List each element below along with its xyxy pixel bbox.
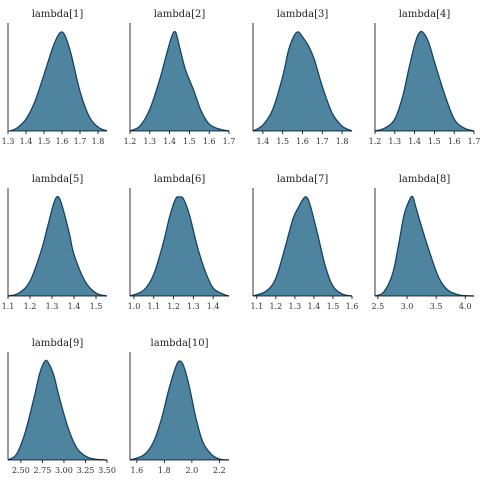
- x-tick-label: 1.1: [2, 302, 15, 311]
- x-tick-label: 1.3: [2, 137, 15, 146]
- density-area: [253, 196, 352, 296]
- density-panel: 2.50 2.75 3.00 3.25 3.50 lambda[9]: [7, 338, 116, 475]
- density-curve: [374, 30, 475, 132]
- x-tick-label: 1.6: [203, 137, 216, 146]
- density-curve: [9, 31, 108, 132]
- panel-title: lambda[5]: [32, 174, 84, 185]
- panel-title: lambda[8]: [399, 174, 451, 185]
- x-tick-label: 1.5: [183, 137, 196, 146]
- x-tick-label: 2.0: [186, 466, 199, 475]
- density-area: [130, 196, 229, 296]
- x-tick-label: 3.0: [401, 302, 414, 311]
- x-tick-label: 1.6: [131, 466, 144, 475]
- x-tick-label: 1.7: [74, 137, 87, 146]
- x-tick-label: 3.5: [430, 302, 443, 311]
- density-area: [130, 360, 229, 460]
- x-tick-label: 1.4: [408, 137, 421, 146]
- x-tick-label: 1.6: [56, 137, 69, 146]
- panel-title: lambda[4]: [399, 9, 451, 20]
- density-panel: 1.6 1.8 2.0 2.2 lambda[10]: [129, 338, 230, 475]
- x-tick-label: 1.5: [276, 137, 289, 146]
- panel-title: lambda[2]: [154, 9, 206, 20]
- density-curve: [7, 195, 108, 297]
- x-tick-label: 1.2: [269, 302, 282, 311]
- density-panel: 2.5 3.0 3.5 4.0 lambda[8]: [372, 174, 475, 311]
- x-tick-label: 3.00: [55, 466, 73, 475]
- panel-title: lambda[9]: [32, 338, 84, 349]
- x-tick-label: 1.5: [38, 137, 51, 146]
- density-area: [9, 31, 107, 132]
- density-area: [375, 196, 474, 296]
- x-tick-label: 1.3: [46, 302, 59, 311]
- density-panel: 1.2 1.3 1.4 1.5 1.6 1.7 lambda[4]: [369, 9, 480, 146]
- x-tick-label: 1.7: [223, 137, 236, 146]
- x-tick-label: 1.7: [468, 137, 480, 146]
- x-tick-label: 2.75: [34, 466, 52, 475]
- density-curve: [129, 196, 230, 297]
- x-tick-label: 1.4: [163, 137, 176, 146]
- x-tick-label: 1.2: [167, 302, 180, 311]
- x-tick-label: 1.5: [90, 302, 103, 311]
- x-tick-label: 1.1: [147, 302, 160, 311]
- x-tick-label: 1.2: [369, 137, 382, 146]
- x-tick-label: 3.50: [98, 466, 116, 475]
- x-tick-label: 1.7: [316, 137, 329, 146]
- panel-title: lambda[1]: [32, 9, 84, 20]
- density-panel: 1.1 1.2 1.3 1.4 1.5 lambda[5]: [2, 174, 108, 311]
- panel-title: lambda[10]: [151, 338, 209, 349]
- density-area: [8, 196, 107, 296]
- x-tick-label: 2.2: [213, 466, 226, 475]
- density-area: [130, 31, 229, 131]
- density-curve: [252, 196, 353, 297]
- x-tick-label: 1.6: [448, 137, 461, 146]
- x-tick-label: 1.1: [250, 302, 263, 311]
- x-tick-label: 1.6: [346, 302, 359, 311]
- x-tick-label: 2.5: [372, 302, 385, 311]
- x-tick-label: 1.5: [428, 137, 441, 146]
- density-curve: [7, 359, 108, 461]
- density-panel: 1.1 1.2 1.3 1.4 1.5 1.6 lambda[7]: [250, 174, 358, 311]
- density-panel: 1.0 1.1 1.2 1.3 1.4 lambda[6]: [128, 174, 230, 311]
- x-tick-label: 1.3: [289, 302, 302, 311]
- panel-title: lambda[3]: [277, 9, 329, 20]
- density-area: [375, 31, 474, 132]
- density-curve: [129, 30, 230, 132]
- x-tick-label: 1.4: [257, 137, 270, 146]
- x-tick-label: 1.4: [207, 302, 220, 311]
- x-tick-label: 1.2: [124, 137, 137, 146]
- panel-title: lambda[6]: [154, 174, 206, 185]
- density-panel: 1.2 1.3 1.4 1.5 1.6 1.7 lambda[2]: [124, 9, 236, 146]
- x-tick-label: 1.3: [143, 137, 156, 146]
- x-tick-label: 1.4: [68, 302, 81, 311]
- density-curve: [374, 195, 475, 297]
- x-tick-label: 4.0: [459, 302, 472, 311]
- x-tick-label: 2.50: [12, 466, 30, 475]
- density-curve: [252, 31, 353, 132]
- panel-title: lambda[7]: [277, 174, 329, 185]
- x-tick-label: 3.25: [77, 466, 95, 475]
- x-tick-label: 1.6: [296, 137, 309, 146]
- x-tick-label: 1.0: [128, 302, 141, 311]
- density-panel: 1.4 1.5 1.6 1.7 1.8 lambda[3]: [252, 9, 353, 146]
- x-tick-label: 1.2: [24, 302, 37, 311]
- density-area: [8, 360, 107, 460]
- density-panel: 1.3 1.4 1.5 1.6 1.7 1.8 lambda[1]: [2, 9, 108, 146]
- x-tick-label: 1.8: [336, 137, 349, 146]
- x-tick-label: 1.8: [158, 466, 171, 475]
- density-curve: [129, 360, 230, 461]
- x-tick-label: 1.4: [308, 302, 321, 311]
- x-tick-label: 1.8: [92, 137, 105, 146]
- x-tick-label: 1.4: [20, 137, 33, 146]
- x-tick-label: 1.5: [327, 302, 340, 311]
- x-tick-label: 1.3: [187, 302, 200, 311]
- x-tick-label: 1.3: [388, 137, 401, 146]
- density-area: [253, 31, 352, 131]
